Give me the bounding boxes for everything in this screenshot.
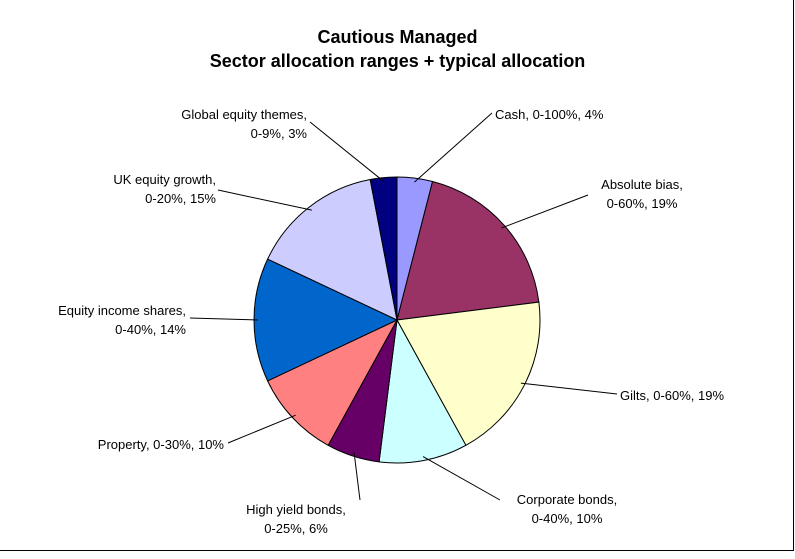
leader-line <box>227 414 296 444</box>
leader-line <box>501 194 589 229</box>
chart-subtitle: Sector allocation ranges + typical alloc… <box>209 51 586 71</box>
slice-label: Absolute bias, 0-60%, 19% <box>601 177 683 211</box>
leader-line <box>353 452 361 501</box>
pie-slice <box>369 176 398 321</box>
slice-label: Global equity themes, 0-9%, 3% <box>181 107 307 141</box>
leader-line <box>217 189 312 211</box>
pie-slice <box>266 178 398 321</box>
slice-label: High yield bonds, 0-25%, 6% <box>246 502 346 536</box>
slice-label: Cash, 0-100%, 4% <box>495 107 604 122</box>
chart-title: Cautious Managed <box>317 27 478 47</box>
pie-slice <box>266 318 399 446</box>
leader-line <box>520 382 618 395</box>
leader-line <box>414 112 493 183</box>
leader-line <box>309 121 385 183</box>
slice-label: UK equity growth, 0-20%, 15% <box>113 172 216 206</box>
leader-line <box>189 317 259 321</box>
slice-label: Gilts, 0-60%, 19% <box>620 388 724 403</box>
slice-label: Equity income shares, 0-40%, 14% <box>58 303 186 337</box>
pie-slice <box>396 301 541 446</box>
slice-label: Corporate bonds, 0-40%, 10% <box>517 492 617 526</box>
leader-line <box>422 456 501 501</box>
pie-slice <box>396 180 540 321</box>
slice-label: Property, 0-30%, 10% <box>98 437 225 452</box>
pie-slice <box>378 318 467 464</box>
